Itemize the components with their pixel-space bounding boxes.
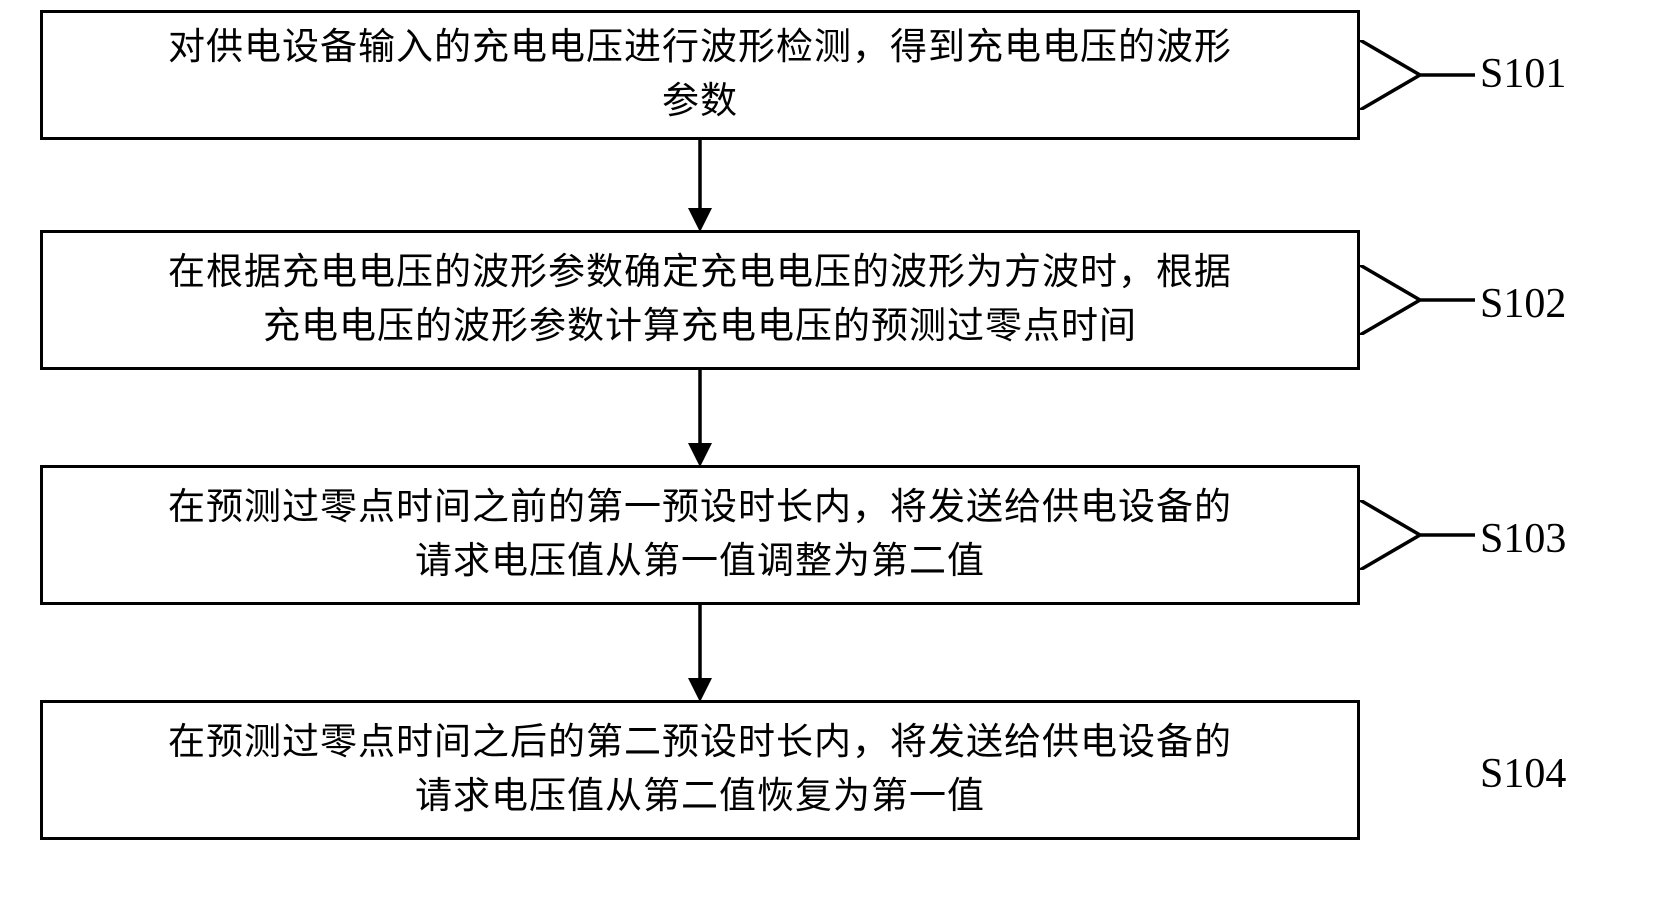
bracket-s103 bbox=[1360, 500, 1480, 570]
flow-node-text: 对供电设备输入的充电电压进行波形检测，得到充电电压的波形 bbox=[168, 21, 1232, 75]
flow-node-text: 在根据充电电压的波形参数确定充电电压的波形为方波时，根据 bbox=[168, 246, 1232, 300]
flow-node-text: 充电电压的波形参数计算充电电压的预测过零点时间 bbox=[263, 300, 1137, 354]
flow-node-s104: 在预测过零点时间之后的第二预设时长内，将发送给供电设备的 请求电压值从第二值恢复… bbox=[40, 700, 1360, 840]
flow-node-s103: 在预测过零点时间之前的第一预设时长内，将发送给供电设备的 请求电压值从第一值调整… bbox=[40, 465, 1360, 605]
bracket-s102 bbox=[1360, 265, 1480, 335]
flow-arrow bbox=[680, 140, 720, 232]
flow-node-text: 在预测过零点时间之后的第二预设时长内，将发送给供电设备的 bbox=[168, 716, 1232, 770]
flow-node-text: 请求电压值从第二值恢复为第一值 bbox=[415, 770, 985, 824]
flow-node-text: 请求电压值从第一值调整为第二值 bbox=[415, 535, 985, 589]
flow-label-s103: S103 bbox=[1480, 515, 1566, 563]
flow-label-s104: S104 bbox=[1480, 750, 1566, 798]
flow-label-s102: S102 bbox=[1480, 280, 1566, 328]
flow-arrow bbox=[680, 370, 720, 467]
flow-node-text: 在预测过零点时间之前的第一预设时长内，将发送给供电设备的 bbox=[168, 481, 1232, 535]
bracket-s101 bbox=[1360, 40, 1480, 110]
flow-arrow bbox=[680, 605, 720, 702]
flow-label-s101: S101 bbox=[1480, 50, 1566, 98]
flow-node-text: 参数 bbox=[662, 75, 738, 129]
flow-node-s102: 在根据充电电压的波形参数确定充电电压的波形为方波时，根据 充电电压的波形参数计算… bbox=[40, 230, 1360, 370]
flow-node-s101: 对供电设备输入的充电电压进行波形检测，得到充电电压的波形 参数 bbox=[40, 10, 1360, 140]
